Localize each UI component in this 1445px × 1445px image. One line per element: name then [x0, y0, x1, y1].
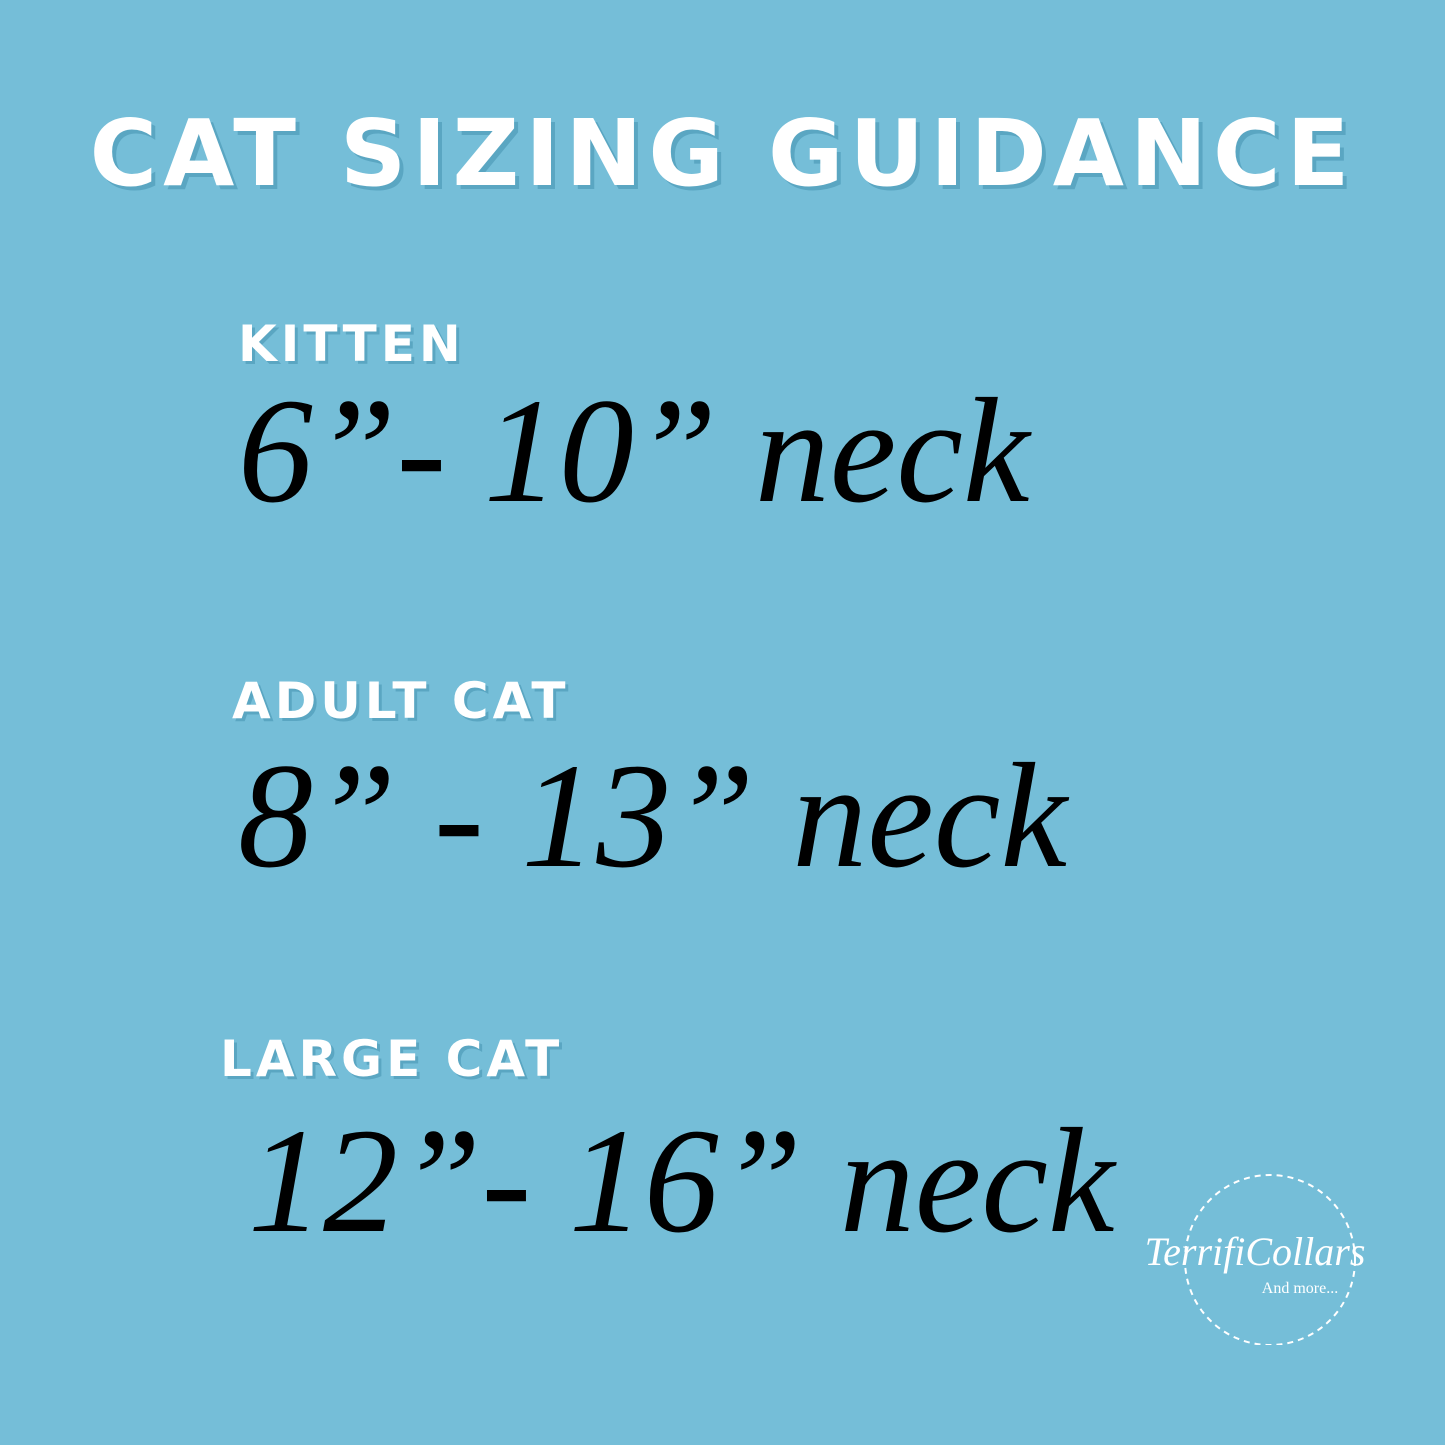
size-label: ADULT CAT: [232, 672, 570, 730]
logo-name: TerrifiCollars: [1145, 1229, 1366, 1274]
logo-tagline: And more...: [1262, 1280, 1338, 1297]
title: CAT SIZING GUIDANCE: [89, 100, 1356, 207]
size-range: 6”- 10” neck: [238, 368, 1030, 534]
logo-circle: [1184, 1174, 1356, 1345]
size-range: 8” - 13” neck: [238, 733, 1068, 899]
logo: TerrifiCollars And more...: [1145, 1174, 1366, 1345]
size-label: LARGE CAT: [220, 1030, 564, 1088]
size-range: 12”- 16” neck: [248, 1098, 1115, 1264]
size-label: KITTEN: [238, 315, 465, 373]
